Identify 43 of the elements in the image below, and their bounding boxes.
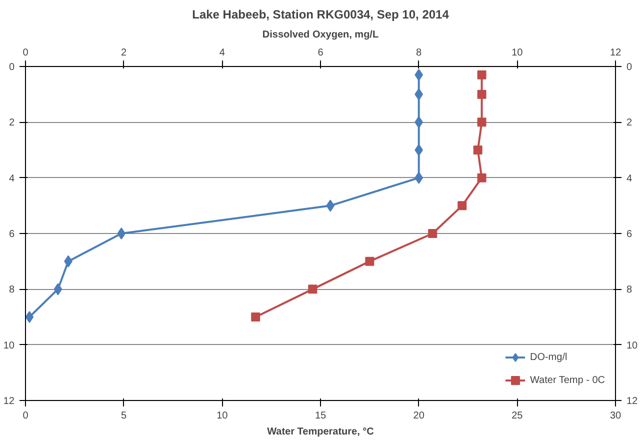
x-tick-label: 10: [216, 410, 228, 422]
y2-tick-label: 2: [626, 118, 632, 129]
x-tick-label: 0: [22, 410, 29, 422]
y-tick-label: 12: [3, 396, 15, 407]
x2-tick-label: 10: [512, 48, 524, 58]
legend-label: Water Temp - 0C: [530, 374, 605, 386]
x-tick-label: 25: [512, 410, 524, 422]
x2-tick-label: 12: [610, 48, 622, 58]
y-tick-label: 0: [8, 62, 15, 73]
x-tick-label: 30: [610, 410, 622, 422]
point: [428, 229, 438, 238]
x2-tick-label: 8: [416, 48, 422, 58]
y2-tick-label: 8: [626, 284, 632, 296]
point: [458, 201, 467, 210]
chart-title: Lake Habeeb, Station RKG0034, Sep 10, 2014: [192, 8, 450, 22]
x2-axis-title: Dissolved Oxygen, mg/L: [262, 30, 379, 40]
point: [477, 90, 486, 99]
point: [477, 70, 486, 80]
point: [477, 118, 486, 127]
point: [365, 256, 374, 266]
point: [251, 312, 260, 322]
x-tick-label: 15: [314, 410, 326, 422]
x2-tick-label: 0: [22, 48, 29, 58]
x-tick-label: 20: [413, 410, 425, 422]
x2-tick-label: 4: [219, 48, 226, 58]
y2-tick-label: 12: [626, 396, 638, 407]
y-tick-label: 6: [8, 229, 15, 240]
y-tick-label: 10: [3, 340, 15, 352]
point: [477, 173, 486, 182]
x-axis-title: Water Temperature, °C: [267, 426, 374, 438]
x2-tick-label: 6: [318, 48, 324, 58]
y2-tick-label: 0: [626, 62, 632, 73]
legend-label: DO-mg/l: [530, 352, 568, 362]
y2-tick-label: 6: [626, 229, 632, 240]
x2-tick-label: 2: [121, 48, 128, 58]
y-tick-label: 8: [8, 284, 15, 296]
y2-tick-label: 10: [626, 340, 638, 352]
point: [473, 146, 482, 154]
y-tick-label: 2: [8, 118, 15, 129]
point: [308, 284, 318, 294]
y2-tick-label: 4: [626, 173, 632, 184]
x-tick-label: 5: [121, 410, 128, 422]
y-tick-label: 4: [8, 173, 15, 184]
